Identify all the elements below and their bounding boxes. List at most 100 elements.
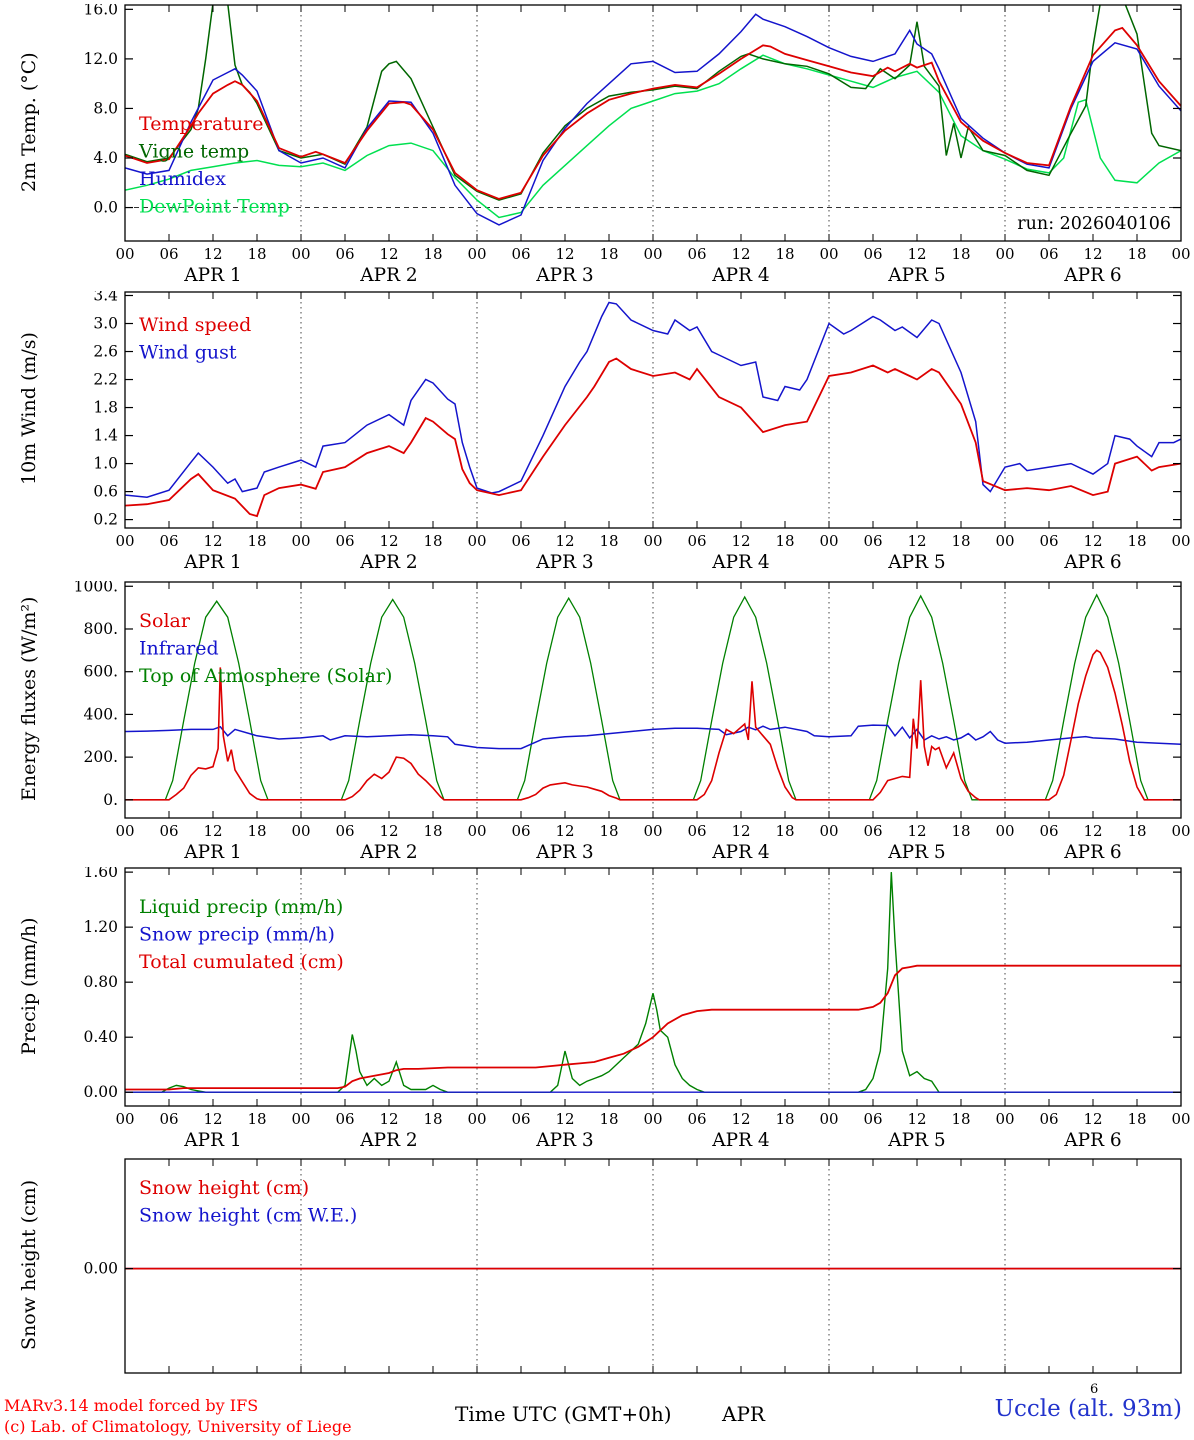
x-tick-label: 06 <box>159 532 178 550</box>
y-tick-label: 0.0 <box>93 199 118 217</box>
x-tick-label: 06 <box>1039 532 1058 550</box>
x-tick-label: 06 <box>159 822 178 840</box>
day-label: APR 4 <box>711 265 769 286</box>
infrared-line <box>125 724 1181 750</box>
y-tick-label: 1.4 <box>93 427 118 445</box>
x-tick-label: 12 <box>907 1110 926 1128</box>
x-tick-label: 18 <box>423 1110 442 1128</box>
x-tick-label: 06 <box>511 1110 530 1128</box>
x-tick-label: 00 <box>291 532 310 550</box>
y-axis-label-energy: Energy fluxes (W/m²) <box>18 596 40 802</box>
x-tick-label: 18 <box>775 532 794 550</box>
dewpoint-temp-line <box>125 54 1181 219</box>
x-tick-label: 18 <box>1127 532 1146 550</box>
x-tick-label: 18 <box>247 1110 266 1128</box>
x-tick-label: 00 <box>995 532 1014 550</box>
y-tick-label: 16.0 <box>83 4 118 18</box>
legend-solar: Solar <box>139 610 191 632</box>
x-tick-label: 12 <box>203 532 222 550</box>
y-tick-label: 1.8 <box>93 399 118 417</box>
x-tick-label: 00 <box>819 822 838 840</box>
run-annotation: run: 2026040106 <box>1017 214 1171 234</box>
legend-humidex: Humidex <box>139 168 226 190</box>
y-axis-label-precip: Precip (mm/h) <box>18 917 40 1055</box>
y-axis-label-snow: Snow height (cm) <box>18 1179 40 1351</box>
x-tick-label: 18 <box>1127 1110 1146 1128</box>
legend-snow-height-cm: Snow height (cm) <box>139 1177 309 1199</box>
x-tick-label: 18 <box>951 245 970 263</box>
legend-snow-height-cm-w-e: Snow height (cm W.E.) <box>139 1205 357 1227</box>
y-tick-label: 1.0 <box>93 455 118 473</box>
day-label: APR 6 <box>1063 552 1121 573</box>
x-tick-label: 00 <box>467 245 486 263</box>
legend-dewpoint-temp: DewPoint Temp <box>139 196 290 218</box>
x-tick-label: 06 <box>687 532 706 550</box>
day-label: APR 3 <box>535 842 593 863</box>
chart-panel-energy-fluxes: 0. 200. 400. 600. 800. 1000. 00 06 12 18 00 06 12 18 0… <box>74 581 1191 863</box>
day-label: APR 4 <box>711 1130 769 1151</box>
total-cumulated-line <box>125 964 1181 1091</box>
y-tick-label: 800. <box>83 620 118 638</box>
x-tick-label: 06 <box>863 822 882 840</box>
legend-wind-gust: Wind gust <box>139 342 237 364</box>
x-tick-label: 12 <box>203 822 222 840</box>
x-tick-label: 18 <box>951 822 970 840</box>
chart-panel-wind: 0.2 0.6 1.0 1.4 1.8 2.2 2.6 3.0 3.4 00 06 12 18 00 06 1… <box>93 291 1190 573</box>
x-tick-label: 00 <box>467 1110 486 1128</box>
x-tick-label: 00 <box>115 532 134 550</box>
y-tick-label: 2.6 <box>93 343 118 361</box>
x-tick-label: 12 <box>379 1110 398 1128</box>
x-tick-label: 00 <box>1171 532 1190 550</box>
x-tick-label: 18 <box>247 532 266 550</box>
x-tick-label: 12 <box>555 1110 574 1128</box>
y-tick-label: 4.0 <box>93 149 118 167</box>
y-tick-label: 0. <box>103 791 118 809</box>
x-tick-label: 12 <box>555 822 574 840</box>
x-tick-label: 06 <box>1039 822 1058 840</box>
day-label: APR 2 <box>359 1130 417 1151</box>
chart-panel-precipitation: 0.00 0.40 0.80 1.20 1.60 00 06 12 18 00 06 12 18 00 06… <box>83 867 1190 1151</box>
x-tick-label: 12 <box>555 245 574 263</box>
x-tick-label: 00 <box>643 245 662 263</box>
chart-panel-temperature: 0.0 4.0 8.0 12.0 16.0 00 06 12 18 00 06 12 18 00 06 12 1… <box>83 4 1190 286</box>
legend-snow-precip-mm-h: Snow precip (mm/h) <box>139 924 335 946</box>
x-tick-label: 12 <box>379 532 398 550</box>
x-tick-label: 00 <box>115 1110 134 1128</box>
y-tick-label: 12.0 <box>83 50 118 68</box>
x-tick-label: 18 <box>423 822 442 840</box>
legend-temperature: Temperature <box>139 113 263 135</box>
x-tick-label: 06 <box>511 822 530 840</box>
x-tick-label: 06 <box>1039 1110 1058 1128</box>
x-tick-label: 18 <box>951 1110 970 1128</box>
day-label: APR 5 <box>887 842 945 863</box>
day-label: APR 2 <box>359 552 417 573</box>
x-tick-label: 00 <box>467 822 486 840</box>
day-label: APR 1 <box>183 265 241 286</box>
x-tick-label: 00 <box>819 532 838 550</box>
model-credit-line2: (c) Lab. of Climatology, University of L… <box>4 1417 352 1436</box>
x-tick-label: 06 <box>863 245 882 263</box>
x-tick-label: 12 <box>203 245 222 263</box>
day-label: APR 1 <box>183 1130 241 1151</box>
x-tick-label: 00 <box>995 822 1014 840</box>
x-tick-label: 00 <box>115 822 134 840</box>
x-tick-label: 12 <box>379 245 398 263</box>
x-tick-label: 12 <box>379 822 398 840</box>
day-label: APR 6 <box>1063 1130 1121 1151</box>
x-tick-label: 12 <box>731 245 750 263</box>
day-label: APR 2 <box>359 265 417 286</box>
day-label: APR 4 <box>711 552 769 573</box>
day-label: APR 5 <box>887 265 945 286</box>
y-tick-label: 200. <box>83 748 118 766</box>
day-label: APR 3 <box>535 1130 593 1151</box>
day-label: APR 3 <box>535 265 593 286</box>
x-tick-label: 00 <box>995 245 1014 263</box>
x-tick-label: 06 <box>335 532 354 550</box>
x-tick-label: 12 <box>1083 245 1102 263</box>
x-tick-label: 06 <box>335 245 354 263</box>
x-tick-label: 06 <box>511 245 530 263</box>
legend-total-cumulated-cm: Total cumulated (cm) <box>139 951 344 973</box>
month-label: APR <box>722 1402 765 1426</box>
y-axis-label-temperature: 2m Temp. (°C) <box>18 52 40 192</box>
